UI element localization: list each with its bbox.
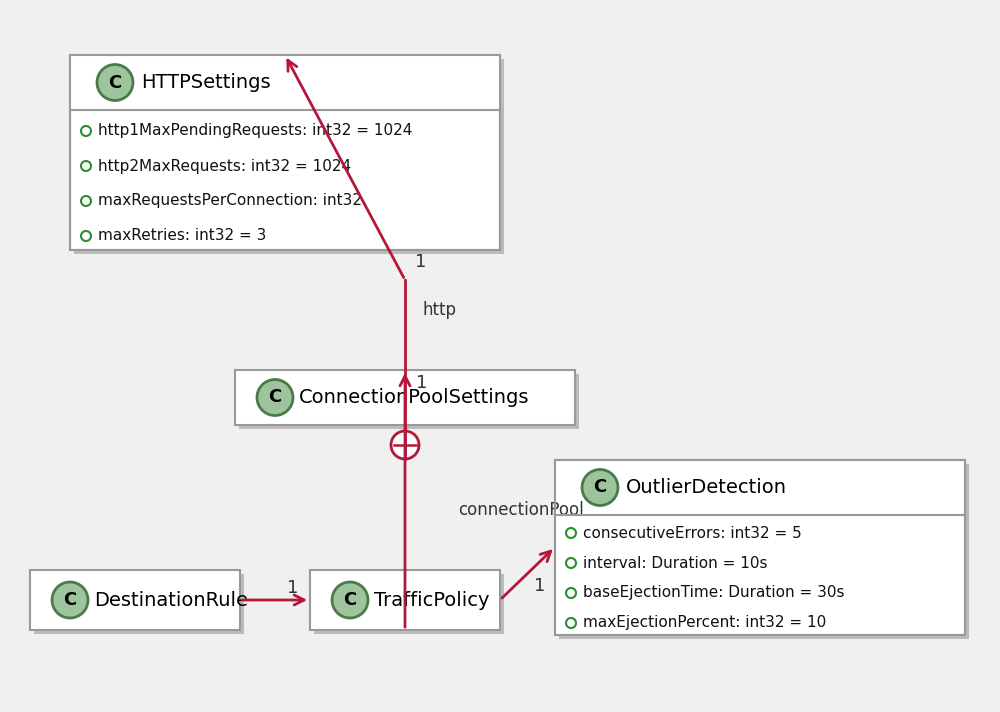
- Text: OutlierDetection: OutlierDetection: [626, 478, 787, 497]
- Bar: [555, 460, 965, 635]
- Bar: [74, 59, 504, 254]
- Text: C: C: [593, 478, 607, 496]
- Text: http2MaxRequests: int32 = 1024: http2MaxRequests: int32 = 1024: [98, 159, 351, 174]
- Text: C: C: [63, 591, 77, 609]
- Text: maxEjectionPercent: int32 = 10: maxEjectionPercent: int32 = 10: [583, 615, 826, 631]
- Circle shape: [332, 582, 368, 618]
- Bar: [70, 55, 500, 250]
- Text: http: http: [423, 301, 457, 319]
- Bar: [30, 570, 240, 630]
- Text: 1: 1: [534, 577, 546, 595]
- Text: baseEjectionTime: Duration = 30s: baseEjectionTime: Duration = 30s: [583, 585, 844, 600]
- Text: C: C: [108, 73, 122, 92]
- Text: DestinationRule: DestinationRule: [94, 590, 248, 609]
- Bar: [70, 55, 500, 250]
- Circle shape: [391, 431, 419, 459]
- Bar: [559, 464, 969, 639]
- Circle shape: [582, 469, 618, 506]
- Text: maxRequestsPerConnection: int32: maxRequestsPerConnection: int32: [98, 194, 362, 209]
- Circle shape: [257, 379, 293, 416]
- Text: consecutiveErrors: int32 = 5: consecutiveErrors: int32 = 5: [583, 525, 802, 540]
- Text: connectionPool: connectionPool: [458, 501, 584, 519]
- Text: 1: 1: [287, 579, 299, 597]
- Text: maxRetries: int32 = 3: maxRetries: int32 = 3: [98, 229, 266, 244]
- Text: HTTPSettings: HTTPSettings: [141, 73, 271, 92]
- Text: C: C: [268, 389, 282, 407]
- Circle shape: [97, 65, 133, 100]
- Bar: [314, 574, 504, 634]
- Bar: [239, 374, 579, 429]
- Bar: [34, 574, 244, 634]
- Text: C: C: [343, 591, 357, 609]
- Circle shape: [52, 582, 88, 618]
- Bar: [555, 460, 965, 515]
- Text: http1MaxPendingRequests: int32 = 1024: http1MaxPendingRequests: int32 = 1024: [98, 123, 412, 139]
- Text: interval: Duration = 10s: interval: Duration = 10s: [583, 555, 768, 570]
- Bar: [70, 55, 500, 110]
- Bar: [310, 570, 500, 630]
- Text: TrafficPolicy: TrafficPolicy: [374, 590, 490, 609]
- Bar: [235, 370, 575, 425]
- Text: 1: 1: [416, 374, 427, 392]
- Text: ConnectionPoolSettings: ConnectionPoolSettings: [299, 388, 530, 407]
- Text: 1: 1: [415, 253, 426, 271]
- Bar: [555, 460, 965, 635]
